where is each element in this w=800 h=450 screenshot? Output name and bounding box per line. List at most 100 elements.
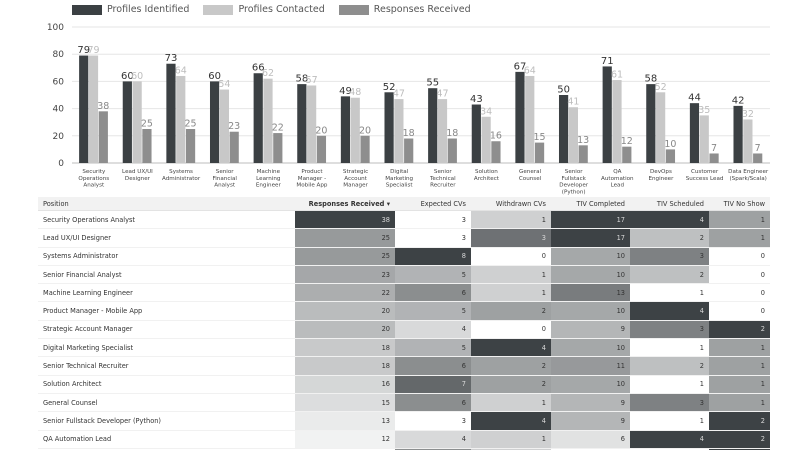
x-tick-label: Fullstack [561, 176, 586, 182]
data-label: 58 [295, 74, 308, 85]
cell-tiv-scheduled: 1 [630, 375, 709, 394]
x-tick-label: Analyst [83, 183, 105, 189]
cell-tiv-scheduled: 1 [630, 411, 709, 431]
cell-tiv-no-show: 1 [709, 228, 770, 248]
x-tick-label: Lead [611, 183, 625, 189]
bar-1-13 [656, 92, 666, 163]
y-tick-label: 0 [58, 159, 64, 169]
cell-tiv-scheduled: 1 [630, 283, 709, 302]
legend-item-profiles-contacted[interactable]: Profiles Contacted [203, 4, 325, 15]
cell-tiv-no-show: 2 [709, 320, 770, 339]
bar-0-2 [166, 63, 176, 163]
bar-1-0 [88, 55, 99, 164]
x-tick-label: Machine [257, 169, 281, 175]
x-tick-label: Specialist [386, 183, 414, 189]
cell-withdrawn-cvs: 2 [471, 301, 551, 321]
chart-legend: Profiles Identified Profiles Contacted R… [72, 4, 471, 15]
data-label: 7 [711, 143, 717, 154]
cell-responses-received: 13 [295, 411, 395, 431]
table-row[interactable]: General Counsel 15 6 1 9 3 1 [38, 393, 770, 412]
legend-item-profiles-identified[interactable]: Profiles Identified [72, 4, 189, 15]
bar-2-0 [98, 111, 108, 163]
x-tick-label: Engineer [256, 183, 282, 189]
x-tick-label: Engineer [648, 176, 674, 182]
data-label: 43 [470, 94, 483, 105]
x-tick-label: Customer [691, 169, 719, 175]
table-row[interactable]: Systems Administrator 25 8 0 10 3 0 [38, 247, 770, 266]
bar-0-9 [471, 104, 481, 163]
bar-2-5 [316, 135, 327, 163]
cell-position: Senior Financial Analyst [38, 265, 295, 284]
bar-0-14 [689, 103, 700, 163]
data-label: 57 [306, 75, 318, 86]
data-label: 55 [426, 78, 439, 89]
table-row[interactable]: Machine Learning Engineer 22 6 1 13 1 0 [38, 283, 770, 302]
bar-0-3 [209, 81, 220, 163]
table-row[interactable]: Strategic Account Manager 20 4 0 9 3 2 [38, 320, 770, 339]
x-tick-label: Recruiter [430, 183, 456, 189]
cell-position: Solution Architect [38, 375, 295, 394]
cell-withdrawn-cvs: 1 [471, 448, 551, 450]
column-header-responses-received[interactable]: Responses Received ▾ [295, 197, 395, 211]
table-row[interactable]: Lead UX/UI Designer 25 3 3 17 2 1 [38, 228, 770, 248]
table-header-row: Position Responses Received ▾ Expected C… [38, 197, 770, 211]
table-row[interactable]: DevOps Engineer1061412 [38, 448, 770, 450]
x-tick-label: Operations [78, 176, 109, 182]
x-tick-label: Solution [475, 169, 498, 175]
data-label: 12 [621, 136, 633, 147]
cell-expected-cvs: 4 [395, 430, 471, 449]
table-row[interactable]: Security Operations Analyst 38 3 1 17 4 1 [38, 210, 770, 229]
cell-tiv-scheduled: 1 [630, 448, 709, 450]
column-header-position[interactable]: Position [38, 197, 295, 211]
table-row[interactable]: Digital Marketing Specialist 18 5 4 10 1 1 [38, 338, 770, 357]
data-label: 52 [655, 82, 667, 93]
data-label: 64 [524, 65, 536, 76]
bar-0-0 [79, 55, 89, 164]
table-row[interactable]: Solution Architect 16 7 2 10 1 1 [38, 375, 770, 394]
column-header-tiv-no-show[interactable]: TIV No Show [709, 197, 770, 211]
cell-tiv-completed: 17 [551, 210, 630, 229]
column-header-expected-cvs[interactable]: Expected CVs [395, 197, 471, 211]
cell-expected-cvs: 5 [395, 265, 471, 284]
bar-1-3 [219, 89, 229, 163]
cell-withdrawn-cvs: 1 [471, 430, 551, 449]
data-label: 20 [315, 125, 327, 136]
bar-1-8 [437, 99, 448, 163]
x-tick-label: Systems [169, 169, 193, 175]
cell-tiv-no-show: 1 [709, 393, 770, 412]
cell-expected-cvs: 5 [395, 301, 471, 321]
bar-0-5 [297, 84, 307, 163]
legend-swatch [72, 4, 102, 15]
column-header-tiv-completed[interactable]: TIV Completed [551, 197, 630, 211]
x-tick-label: Digital [390, 169, 409, 175]
bar-1-6 [350, 97, 360, 163]
cell-expected-cvs: 6 [395, 283, 471, 302]
bar-0-13 [646, 84, 656, 163]
x-tick-label: Administrator [162, 176, 201, 182]
column-header-label: Responses Received [308, 199, 385, 208]
table-row[interactable]: Product Manager - Mobile App 20 5 2 10 4 0 [38, 301, 770, 321]
bar-1-12 [612, 80, 622, 163]
x-tick-label: Mobile App [296, 183, 328, 189]
column-header-withdrawn-cvs[interactable]: Withdrawn CVs [471, 197, 551, 211]
cell-responses-received: 23 [295, 265, 395, 284]
legend-item-responses-received[interactable]: Responses Received [338, 4, 471, 15]
table-row[interactable]: Senior Technical Recruiter 18 6 2 11 2 1 [38, 356, 770, 376]
table-row[interactable]: Senior Fullstack Developer (Python) 13 3 4 9… [38, 411, 770, 431]
column-header-tiv-scheduled[interactable]: TIV Scheduled [630, 197, 709, 211]
cell-withdrawn-cvs: 2 [471, 375, 551, 394]
bar-1-7 [394, 99, 404, 163]
y-tick-label: 100 [47, 23, 64, 33]
table-row[interactable]: QA Automation Lead 12 4 1 6 4 2 [38, 430, 770, 449]
data-label: 13 [577, 135, 589, 146]
cell-responses-received: 20 [295, 320, 395, 339]
data-label: 32 [742, 109, 754, 120]
x-tick-label: Lead UX/UI [122, 169, 153, 175]
x-tick-label: Marketing [385, 176, 413, 182]
table-row[interactable]: Senior Financial Analyst 23 5 1 10 2 0 [38, 265, 770, 284]
data-label: 47 [393, 89, 405, 100]
cell-tiv-completed: 10 [551, 265, 630, 284]
cell-tiv-completed: 4 [551, 448, 630, 450]
bar-2-8 [447, 138, 457, 163]
cell-responses-received: 18 [295, 356, 395, 376]
